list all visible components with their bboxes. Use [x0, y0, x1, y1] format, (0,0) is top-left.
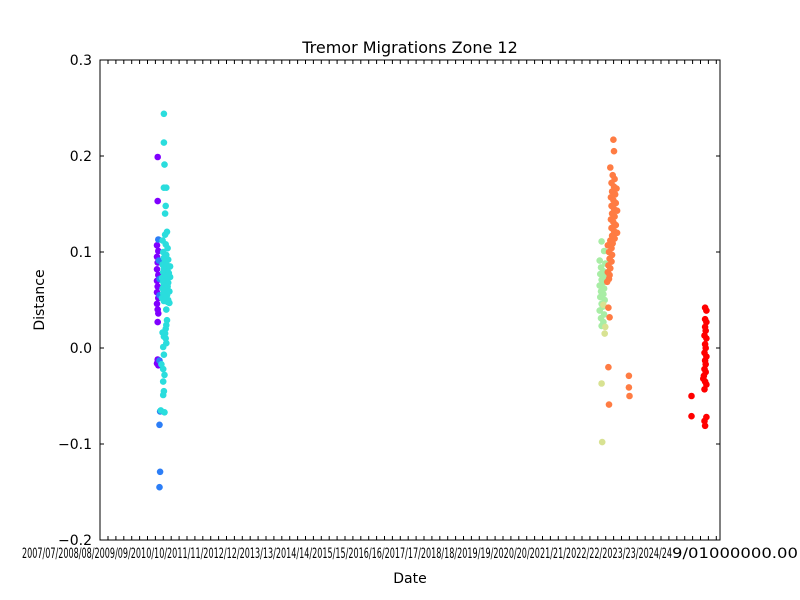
data-point [153, 300, 161, 308]
axis-ticks: −0.2 −0.1 0.0 0.1 0.2 0.3 [58, 53, 720, 549]
data-point [161, 210, 169, 217]
data-point [160, 351, 168, 359]
plot-frame [99, 59, 721, 541]
data-point [156, 468, 164, 476]
x-tick-labels-right: 9/01000000.00 [672, 546, 798, 562]
data-point [703, 307, 710, 314]
data-point [601, 330, 608, 337]
data-point [161, 409, 168, 416]
data-point [166, 299, 173, 307]
data-point [613, 229, 621, 237]
data-point [163, 184, 170, 191]
data-point [625, 384, 633, 391]
data-point [160, 139, 168, 146]
data-point [610, 147, 618, 155]
data-point [156, 421, 163, 429]
data-point [605, 401, 613, 408]
data-point [159, 343, 167, 351]
data-point [606, 314, 613, 321]
data-point [600, 301, 607, 309]
data-point [613, 207, 621, 214]
data-point [703, 335, 710, 342]
y-tick-label: 0.0 [70, 341, 92, 357]
data-point [159, 365, 167, 373]
data-point [598, 238, 605, 245]
data-point [153, 266, 161, 273]
data-point [161, 161, 168, 168]
y-tick-label: −0.1 [58, 437, 92, 453]
data-point [688, 412, 695, 420]
data-point [161, 371, 168, 379]
data-point [703, 413, 710, 421]
data-point [598, 380, 605, 387]
y-tick-label: 0.2 [70, 149, 92, 165]
data-point [160, 110, 168, 118]
scatter-points [153, 110, 710, 491]
data-point [688, 392, 695, 400]
data-point [602, 323, 609, 331]
data-point [625, 372, 633, 380]
y-tick-label: −0.2 [58, 533, 92, 549]
data-point [603, 278, 611, 286]
data-point [605, 363, 612, 371]
x-tick-labels-overlapped: 2007/07/2008/08/2009/09/2010/10/2011/11/… [22, 546, 672, 562]
data-point [162, 202, 169, 210]
x-axis-label: Date [393, 571, 426, 587]
data-point [159, 378, 167, 385]
data-point [153, 242, 161, 249]
data-point [598, 438, 606, 446]
data-point [605, 304, 612, 312]
chart-title: Tremor Migrations Zone 12 [301, 38, 518, 57]
data-point [607, 164, 614, 171]
data-point [154, 197, 161, 205]
data-point [162, 335, 169, 342]
data-point [596, 307, 603, 314]
data-point [159, 391, 167, 399]
y-axis-label: Distance [32, 269, 48, 330]
data-point [701, 422, 709, 430]
data-point [163, 228, 171, 236]
data-point [154, 153, 161, 161]
y-tick-label: 0.3 [70, 53, 92, 69]
data-point [596, 257, 603, 264]
data-point [626, 392, 633, 400]
data-point [156, 483, 163, 491]
data-point [163, 306, 170, 313]
data-point [610, 136, 617, 143]
data-point [155, 247, 162, 255]
data-point [164, 244, 171, 252]
y-tick-label: 0.1 [70, 245, 92, 261]
data-point [155, 310, 162, 317]
data-point [600, 247, 608, 255]
data-point [154, 318, 161, 326]
data-point [701, 386, 708, 393]
